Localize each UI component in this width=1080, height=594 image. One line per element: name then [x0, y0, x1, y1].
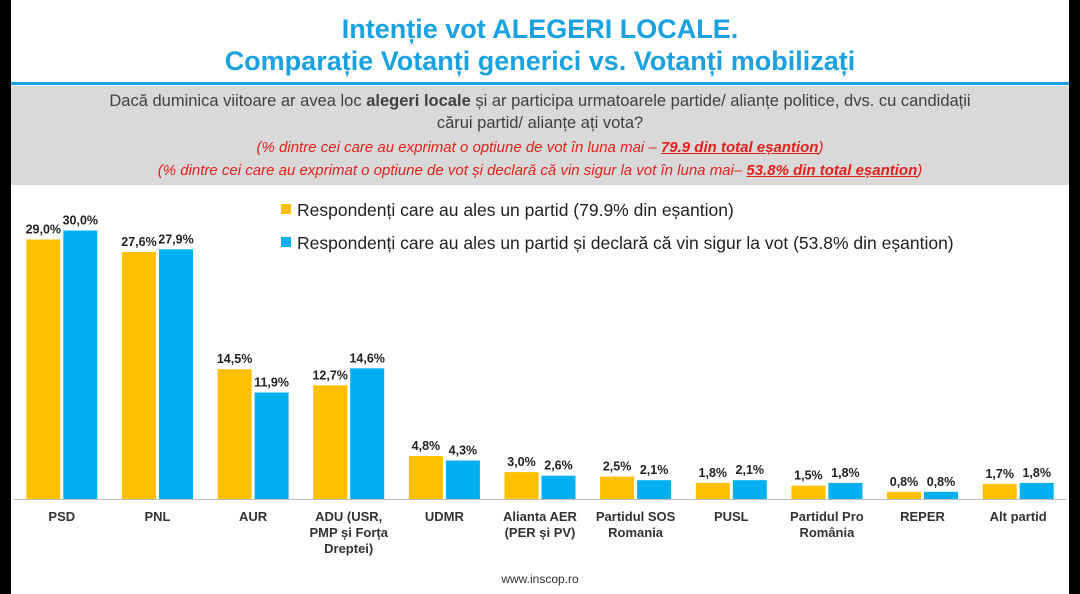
bar-series2: [637, 480, 672, 499]
legend-label-series2: Respondenți care au ales un partid și de…: [297, 233, 954, 253]
data-label: 1,7%: [985, 467, 1014, 481]
data-label: 2,1%: [736, 463, 765, 477]
bar-chart: 29,0%30,0% PSD 27,6% 27,9% PNL 14,5%11,9% AUR 1…: [14, 214, 1066, 556]
category-label: AUR: [239, 509, 268, 524]
sample-note-2: (% dintre cei care au exprimat o optiune…: [157, 162, 923, 179]
bar-series2: [732, 480, 767, 499]
bar-series1: [695, 482, 730, 499]
bar-series2: [63, 230, 98, 499]
bar-series1: [408, 456, 443, 499]
category-label: PMP și Forța: [309, 525, 388, 540]
bar-series2: [350, 368, 385, 499]
data-label: 30,0%: [63, 214, 98, 228]
question-line-2: cărui partid/ alianțe ați vota?: [436, 114, 644, 132]
data-label: 2,6%: [544, 459, 573, 473]
category-label: (PER și PV): [505, 525, 576, 540]
bar-series1: [122, 252, 156, 499]
category-label: Alt partid: [990, 509, 1047, 524]
source-url: www.inscop.ro: [501, 572, 579, 586]
data-label: 2,1%: [640, 463, 669, 477]
sample-note-1: (% dintre cei care au exprimat o optiune…: [256, 139, 824, 156]
legend-swatch-blue: [281, 237, 291, 247]
data-label: 3,0%: [507, 455, 536, 469]
category-label: Alianta AER: [503, 509, 578, 524]
category-label: PUSL: [714, 509, 749, 524]
bar-series1: [217, 369, 252, 499]
bar-series1: [791, 485, 826, 499]
slide: Intenție vot ALEGERI LOCALE. Comparație …: [11, 0, 1069, 594]
legend-item-series1: Respondenți care au ales un partid (79.9…: [281, 199, 734, 221]
category-label: Dreptei): [324, 541, 373, 556]
category-label: REPER: [900, 509, 945, 524]
category-label: România: [799, 525, 855, 540]
data-label: 2,5%: [603, 460, 632, 474]
data-label: 14,5%: [217, 352, 252, 366]
legend-item-series2: Respondenți care au ales un partid și de…: [281, 232, 954, 254]
data-label: 0,8%: [890, 475, 919, 489]
data-label: 12,7%: [312, 368, 347, 382]
bar-series1: [982, 483, 1017, 499]
data-label: 14,6%: [349, 351, 384, 365]
bar-series2: [924, 491, 958, 499]
bar-series2: [1019, 482, 1054, 499]
title-line-2: Comparație Votanți generici vs. Votanți …: [224, 46, 856, 76]
data-label: 11,9%: [254, 376, 289, 390]
bar-series2: [254, 392, 289, 499]
category-label: UDMR: [425, 509, 465, 524]
category-label: PNL: [145, 509, 171, 524]
data-label: 27,6%: [121, 235, 156, 249]
category-label: Partidul Pro: [790, 509, 864, 524]
title-divider: [11, 82, 1069, 85]
data-label: 4,3%: [449, 444, 478, 458]
legend-swatch-yellow: [281, 204, 291, 214]
category-label: PSD: [48, 509, 75, 524]
bar-series2: [541, 475, 576, 499]
bar-series2: [445, 460, 480, 499]
data-label: 1,5%: [794, 469, 823, 483]
category-label: Romania: [608, 525, 664, 540]
data-label: 0,8%: [927, 475, 956, 489]
question-box: Dacă duminica viitoare ar avea loc alege…: [11, 86, 1069, 185]
bar-series2: [159, 249, 193, 499]
title-line-1: Intenție vot ALEGERI LOCALE.: [341, 14, 739, 44]
bar-series1: [504, 472, 539, 499]
category-label: Partidul SOS: [596, 509, 676, 524]
data-label: 1,8%: [699, 466, 728, 480]
question-line-1: Dacă duminica viitoare ar avea loc alege…: [109, 92, 971, 110]
data-label: 29,0%: [26, 223, 61, 237]
bar-series1: [600, 476, 635, 499]
question-bold: alegeri locale: [366, 92, 471, 110]
data-label: 1,8%: [831, 466, 860, 480]
bar-series1: [313, 385, 348, 499]
category-label: ADU (USR,: [315, 509, 382, 524]
bar-series2: [828, 482, 863, 499]
bar-series1: [26, 239, 61, 499]
data-label: 4,8%: [412, 439, 441, 453]
data-label: 1,8%: [1022, 466, 1051, 480]
bar-series1: [887, 491, 921, 499]
data-label: 27,9%: [158, 232, 193, 246]
legend-label-series1: Respondenți care au ales un partid (79.9…: [297, 200, 734, 220]
